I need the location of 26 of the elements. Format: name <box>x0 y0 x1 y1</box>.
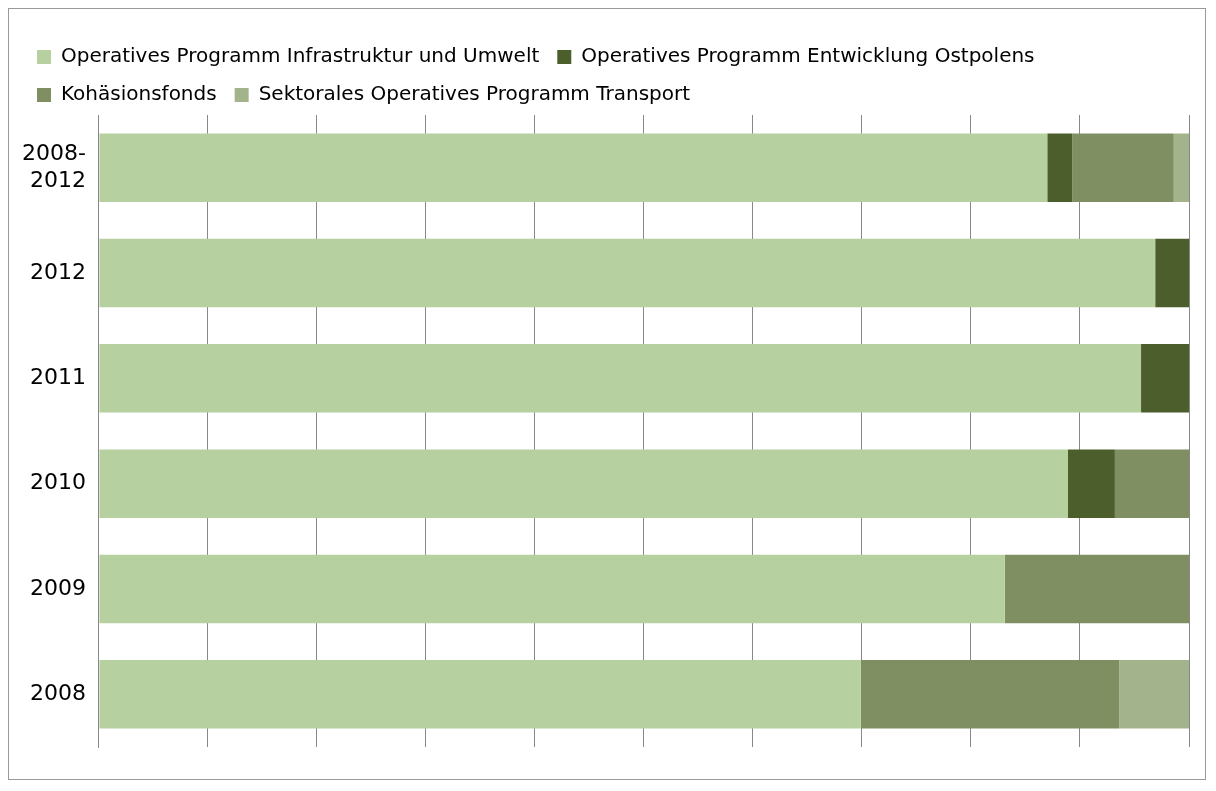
y-tick-label: 2011 <box>29 364 86 390</box>
bar <box>860 660 1120 729</box>
legend-label: Operatives Programm Entwicklung Ostpolens <box>581 43 1035 68</box>
y-tick-label: 2012 <box>29 258 86 284</box>
bar <box>1004 554 1189 624</box>
legend-label: Operatives Programm Infrastruktur und Umwelt <box>61 43 540 68</box>
bar <box>99 133 1048 202</box>
y-tick-label: 2009 <box>29 574 86 600</box>
y-tick-label: 2008 <box>29 680 86 706</box>
bar <box>1119 660 1189 729</box>
bar <box>1068 449 1115 518</box>
bar <box>1155 238 1189 308</box>
bar <box>99 554 1005 624</box>
bar <box>99 344 1142 413</box>
bar <box>1047 133 1073 202</box>
bar <box>99 449 1068 518</box>
legend-label: Sektorales Operatives Programm Transport <box>258 81 691 106</box>
legend-label: Kohäsionsfonds <box>61 81 217 106</box>
bar <box>99 238 1156 308</box>
y-tick-label: 2010 <box>29 469 86 495</box>
bar <box>1114 449 1189 518</box>
bar <box>1173 133 1189 202</box>
y-tick-label: 2008-2012 <box>21 140 86 192</box>
bar <box>99 660 861 729</box>
bar <box>1141 344 1189 413</box>
bar <box>1072 133 1174 202</box>
